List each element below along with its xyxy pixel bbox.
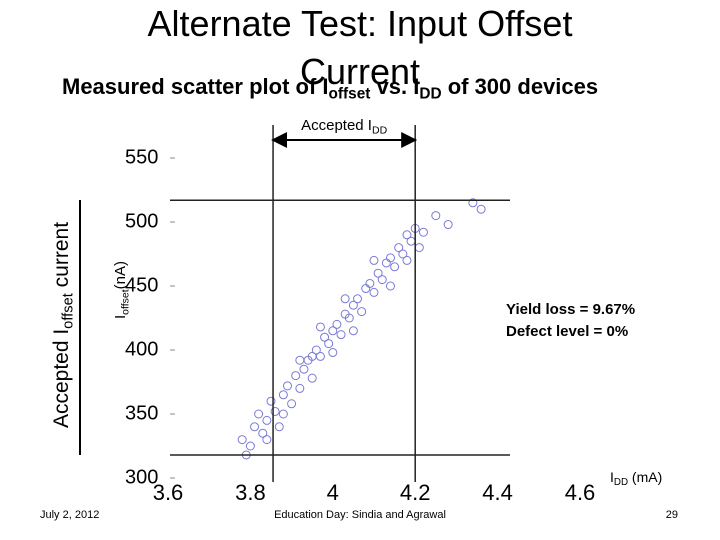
- x-tick-label: 4: [327, 480, 339, 505]
- text-part: Measured scatter plot of I: [62, 74, 329, 99]
- page-number: 29: [666, 509, 678, 521]
- x-tick-label: 3.8: [235, 480, 266, 505]
- point: [361, 284, 371, 294]
- accepted-y-label: Accepted Ioffset current: [50, 222, 77, 428]
- point: [357, 307, 367, 317]
- point: [431, 211, 441, 221]
- point: [254, 409, 264, 419]
- footer-center: Education Day: Sindia and Agrawal: [274, 509, 446, 521]
- subscript: DD: [372, 124, 388, 136]
- point: [406, 236, 416, 246]
- point: [348, 326, 358, 336]
- y-tick-label: 300: [125, 466, 158, 488]
- y-tick-label: 450: [125, 274, 158, 296]
- point: [250, 422, 260, 432]
- point: [402, 255, 412, 265]
- point: [476, 204, 486, 214]
- y-tick-label: 350: [125, 402, 158, 424]
- point: [311, 345, 321, 355]
- point: [336, 330, 346, 340]
- point: [373, 268, 383, 278]
- text-part: I: [112, 315, 129, 319]
- subscript: offset: [60, 293, 76, 329]
- point: [258, 428, 268, 438]
- point: [328, 326, 338, 336]
- x-tick-label: 3.6: [153, 480, 184, 505]
- x-axis-label: IDD (mA): [610, 469, 662, 488]
- point: [398, 249, 408, 259]
- point: [299, 364, 309, 374]
- point: [394, 243, 404, 253]
- point: [295, 355, 305, 365]
- point: [307, 373, 317, 383]
- text-part: (nA): [112, 261, 129, 289]
- point: [390, 262, 400, 272]
- point: [307, 351, 317, 361]
- text-part: I: [610, 469, 614, 485]
- point: [377, 275, 387, 285]
- annotation: Defect level = 0%: [506, 323, 628, 340]
- point: [369, 287, 379, 297]
- y-tick-label: 550: [125, 146, 158, 168]
- point: [353, 294, 363, 304]
- point: [414, 243, 424, 253]
- point: [278, 409, 288, 419]
- point: [315, 351, 325, 361]
- accepted-x-label: Accepted IDD: [301, 117, 387, 136]
- point: [369, 255, 379, 265]
- point: [340, 294, 350, 304]
- subscript: DD: [419, 86, 441, 103]
- point: [443, 220, 453, 230]
- point: [295, 383, 305, 393]
- point: [365, 278, 375, 288]
- text-part: of 300 devices: [442, 74, 599, 99]
- text-part: (mA): [628, 469, 662, 485]
- point: [328, 348, 338, 358]
- point: [266, 396, 276, 406]
- point: [282, 381, 292, 391]
- point: [381, 258, 391, 268]
- text-part: Accepted I: [301, 117, 372, 134]
- point: [237, 435, 247, 445]
- point: [344, 313, 354, 323]
- x-tick-label: 4.2: [400, 480, 431, 505]
- point: [385, 281, 395, 291]
- point: [315, 322, 325, 332]
- point: [245, 441, 255, 451]
- point: [270, 406, 280, 416]
- text-part: Accepted I: [50, 329, 73, 428]
- plot: [237, 198, 486, 460]
- point: [418, 227, 428, 237]
- subscript: offset: [329, 86, 371, 103]
- point: [287, 399, 297, 409]
- text-part: current: [50, 222, 73, 293]
- point: [320, 332, 330, 342]
- x-tick-label: 4.4: [482, 480, 513, 505]
- point: [402, 230, 412, 240]
- y-tick-label: 500: [125, 210, 158, 232]
- y-axis-label: Ioffset(nA): [112, 261, 131, 319]
- x-tick-label: 4.6: [565, 480, 596, 505]
- text-part: vs. I: [370, 74, 419, 99]
- point: [348, 300, 358, 310]
- title: Alternate Test: Input Offset Current: [147, 3, 573, 92]
- point: [332, 319, 342, 329]
- point: [278, 390, 288, 400]
- point: [274, 422, 284, 432]
- point: [262, 435, 272, 445]
- subtitle: Measured scatter plot of Ioffset vs. IDD…: [62, 74, 598, 103]
- point: [291, 371, 301, 381]
- subscript: DD: [614, 477, 628, 488]
- subscript: offset: [119, 289, 131, 315]
- point: [262, 415, 272, 425]
- footer-date: July 2, 2012: [40, 509, 99, 521]
- point: [385, 253, 395, 263]
- y-tick-label: 400: [125, 338, 158, 360]
- annotation: Yield loss = 9.67%: [506, 301, 635, 318]
- point: [324, 339, 334, 349]
- point: [468, 198, 478, 208]
